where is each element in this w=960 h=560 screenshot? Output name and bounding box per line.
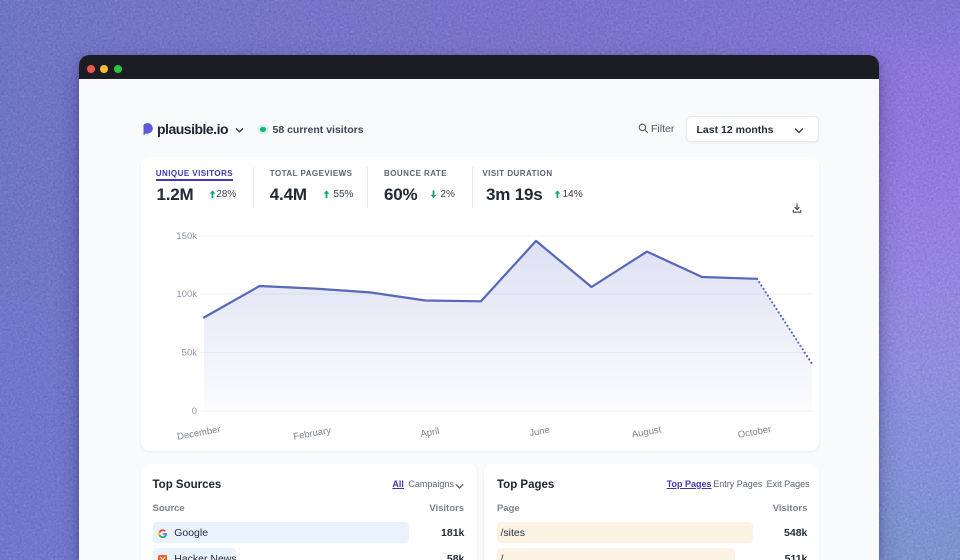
- svg-text:100k: 100k: [176, 289, 197, 300]
- svg-text:December: December: [176, 424, 221, 442]
- svg-text:150k: 150k: [176, 231, 197, 242]
- svg-text:June: June: [528, 425, 550, 439]
- svg-text:February: February: [292, 425, 332, 442]
- svg-text:50k: 50k: [182, 348, 198, 359]
- svg-text:April: April: [420, 426, 441, 440]
- svg-text:October: October: [737, 424, 772, 441]
- svg-text:August: August: [631, 424, 662, 440]
- svg-text:0: 0: [192, 406, 197, 417]
